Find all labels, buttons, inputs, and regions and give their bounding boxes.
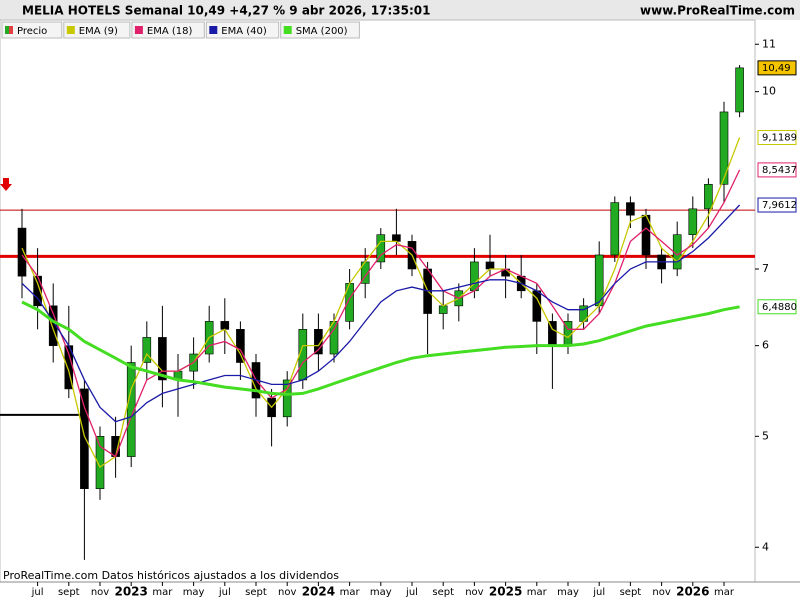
candle-body	[485, 261, 495, 270]
x-tick-label: may	[557, 587, 579, 598]
last-value-box	[757, 130, 797, 146]
x-tick-label: sept	[620, 587, 642, 598]
candle-body	[376, 234, 386, 263]
x-tick-label: nov	[465, 587, 483, 598]
x-tick-label: sept	[432, 587, 454, 598]
x-tick-label: mar	[340, 587, 361, 598]
header-bar	[0, 0, 800, 20]
y-tick-label: 7	[762, 262, 769, 275]
arrow-icon	[0, 178, 12, 191]
candle-body	[95, 435, 105, 489]
indicator-line	[21, 300, 740, 396]
candle-body	[610, 202, 620, 256]
candle-body	[438, 305, 448, 314]
x-tick-label: jul	[592, 587, 605, 598]
legend-frame	[205, 21, 280, 39]
x-tick-label: may	[183, 587, 205, 598]
x-tick-label: 2024	[302, 585, 335, 599]
legend-swatch	[66, 26, 75, 34]
legend-item: EMA (18)	[131, 21, 205, 39]
last-value-box	[757, 299, 797, 315]
x-tick-label: nov	[652, 587, 670, 598]
x-tick-label: 2025	[489, 585, 522, 599]
x-tick-label: 2023	[114, 585, 147, 599]
indicator-line	[21, 169, 741, 458]
legend-swatch	[9, 26, 13, 34]
legend-swatch	[283, 26, 292, 34]
candle-body	[688, 208, 698, 235]
candle-body	[17, 227, 27, 277]
candle-body	[158, 337, 167, 381]
x-tick-label: sept	[245, 587, 267, 598]
legend-swatch	[134, 26, 143, 34]
candle-body	[236, 329, 245, 363]
x-tick-label: jul	[218, 587, 231, 598]
y-tick-label: 6	[762, 339, 769, 352]
last-value-label: 9,1189	[762, 133, 797, 144]
candle-body	[626, 202, 635, 216]
indicator-line	[21, 137, 741, 469]
candle-body	[142, 337, 152, 363]
last-value-box	[757, 162, 797, 178]
legend-label: EMA (18)	[147, 26, 193, 37]
legend-frame	[1, 21, 63, 39]
candle-body	[719, 111, 729, 185]
x-tick-label: sept	[58, 587, 80, 598]
x-tick-label: mar	[527, 587, 548, 598]
legend-item: EMA (40)	[205, 21, 280, 39]
candle-body	[392, 234, 401, 242]
candle-body	[282, 379, 292, 418]
source: www.ProRealTime.com	[640, 4, 795, 18]
last-value-label: 6,4880	[762, 302, 797, 313]
legend-swatch	[5, 26, 9, 34]
plot-frame	[0, 19, 756, 583]
last-value-label: 7,9612	[762, 200, 797, 211]
y-tick-label: 11	[762, 37, 776, 50]
legend-label: EMA (9)	[79, 26, 118, 37]
legend-item: EMA (9)	[63, 21, 131, 39]
last-value-label: 10,49	[762, 63, 791, 74]
candle-body	[126, 362, 136, 457]
last-value-label: 8,5437	[762, 165, 797, 176]
legend-label: SMA (200)	[296, 26, 348, 37]
x-tick-label: mar	[152, 587, 173, 598]
last-value-box	[757, 60, 797, 76]
x-tick-label: nov	[91, 587, 109, 598]
legend-item: Precio	[1, 21, 63, 39]
legend-label: Precio	[17, 26, 47, 37]
x-tick-label: 2026	[676, 585, 709, 599]
legend-frame	[280, 21, 360, 39]
x-tick-label: nov	[278, 587, 296, 598]
legend-frame	[63, 21, 131, 39]
y-tick-label: 5	[762, 429, 769, 442]
legend-label: EMA (40)	[221, 26, 267, 37]
candle-body	[314, 329, 323, 355]
x-tick-label: mar	[714, 587, 735, 598]
candle-body	[735, 67, 744, 113]
y-tick-label: 4	[762, 540, 769, 553]
x-tick-label: jul	[405, 587, 418, 598]
chart-title: MELIA HOTELS Semanal 10,49 +4,27 % 9 abr…	[22, 4, 430, 18]
candle-body	[704, 183, 713, 210]
y-tick-label: 10	[762, 85, 776, 98]
candle-body	[80, 388, 89, 489]
x-tick-label: may	[370, 587, 392, 598]
candle-body	[220, 321, 230, 330]
legend-frame	[131, 21, 205, 39]
legend-item: SMA (200)	[280, 21, 360, 39]
footer: ProRealTime.com Datos históricos ajustad…	[3, 569, 339, 582]
indicator-line	[21, 204, 741, 423]
x-tick-label: jul	[31, 587, 44, 598]
legend-swatch	[209, 26, 218, 34]
last-value-box	[757, 197, 797, 213]
